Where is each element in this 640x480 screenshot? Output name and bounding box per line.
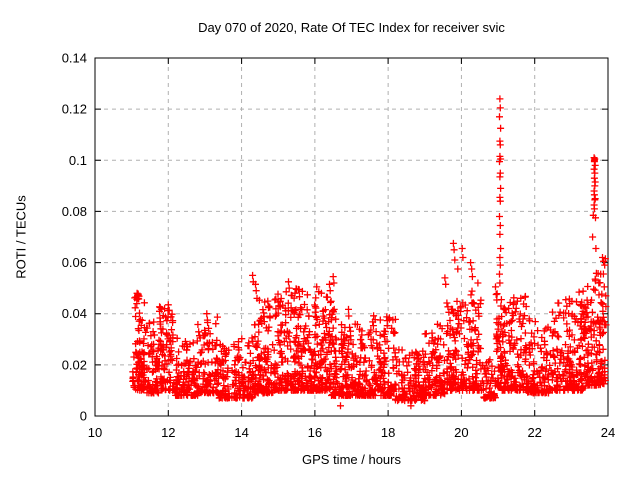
y-tick-label: 0 (80, 409, 87, 424)
y-tick-label: 0.02 (62, 357, 87, 372)
x-tick-label: 16 (308, 425, 322, 440)
x-tick-label: 20 (454, 425, 468, 440)
y-tick-label: 0.1 (69, 153, 87, 168)
y-tick-label: 0.12 (62, 102, 87, 117)
y-tick-label: 0.06 (62, 255, 87, 270)
x-tick-label: 24 (601, 425, 615, 440)
x-tick-label: 10 (88, 425, 102, 440)
x-axis-label: GPS time / hours (302, 452, 401, 467)
axis-ticks (94, 57, 609, 417)
x-tick-label: 14 (234, 425, 248, 440)
grid-lines (96, 59, 607, 415)
y-axis-label: ROTI / TECUs (13, 195, 29, 279)
x-tick-label: 22 (527, 425, 541, 440)
y-tick-label: 0.08 (62, 204, 87, 219)
x-tick-label: 18 (381, 425, 395, 440)
y-tick-label: 0.14 (62, 51, 87, 66)
chart-title: Day 070 of 2020, Rate Of TEC Index for r… (198, 20, 505, 35)
y-tick-label: 0.04 (62, 306, 87, 321)
plot-border (94, 57, 609, 417)
x-tick-label: 12 (161, 425, 175, 440)
data-points (129, 95, 610, 410)
